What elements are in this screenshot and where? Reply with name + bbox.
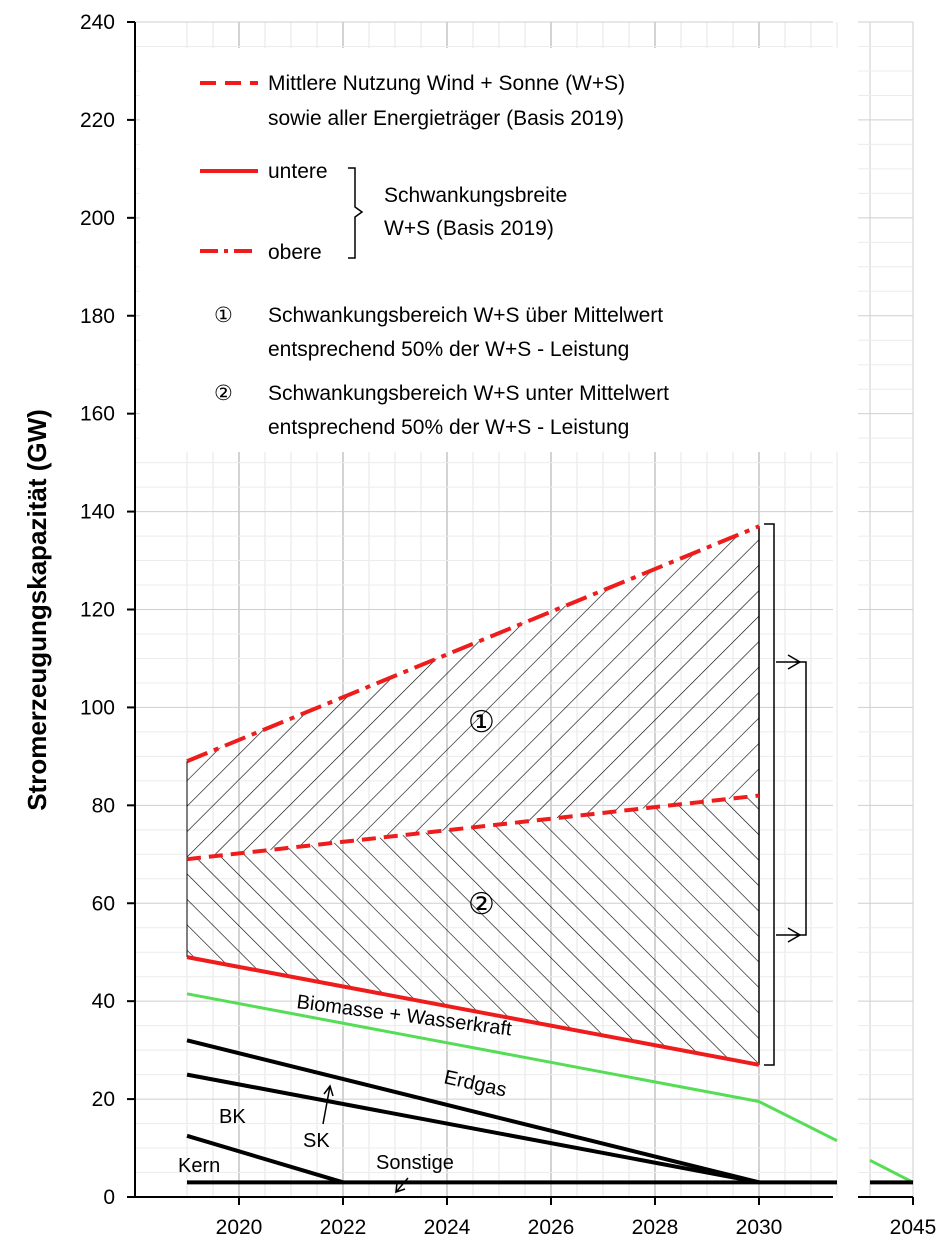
sk-pointer-arrow (322, 1084, 334, 1125)
y-tick-label: 0 (103, 1186, 115, 1209)
y-tick-label: 80 (92, 794, 115, 817)
bracket-small (795, 661, 807, 936)
y-tick-label: 20 (92, 1088, 115, 1111)
y-tick-label: 160 (80, 403, 115, 426)
series-line-bk (186, 1133, 344, 1185)
legend-region2-line1: Schwankungsbereich W+S unter Mittelwert (268, 382, 669, 405)
legend-region1-line1: Schwankungsbereich W+S über Mittelwert (268, 304, 663, 327)
kern-label: Kern (178, 1155, 220, 1177)
bracket-large (764, 523, 775, 1066)
sonstige-label: Sonstige (376, 1152, 454, 1174)
legend-region1-line2: entsprechend 50% der W+S - Leistung (268, 338, 629, 361)
series-line-biomasse-wasserkraft (186, 992, 838, 1143)
legend-lower-label: untere (268, 160, 328, 183)
legend-upper-label: obere (268, 241, 322, 264)
series-line-erdgas (186, 1038, 760, 1185)
y-tick-label: 40 (92, 990, 115, 1013)
hatched-region-below-mean (187, 795, 759, 1065)
series-line-lower (186, 955, 760, 1067)
y-tick-label: 220 (80, 109, 115, 132)
series-line-mean (186, 793, 760, 862)
legend: Mittlere Nutzung Wind + Sonne (W+S) sowi… (200, 72, 669, 439)
legend-band-line2: W+S (Basis 2019) (384, 217, 554, 240)
legend-region1-marker: ① (214, 304, 233, 327)
region1-marker: ① (468, 705, 495, 740)
legend-region2-line2: entsprechend 50% der W+S - Leistung (268, 416, 629, 439)
series-line-biomasse-wasserkraft-tail (869, 1158, 914, 1184)
bk-label: BK (219, 1106, 246, 1128)
y-tick-label: 180 (80, 305, 115, 328)
legend-mean-line1: Mittlere Nutzung Wind + Sonne (W+S) (268, 72, 625, 95)
bracket-arrow-lower (776, 927, 802, 943)
series-line-upper (186, 524, 760, 764)
hatched-region-above-mean (187, 526, 759, 860)
y-axis-label: Stromerzeugungskapazität (GW) (22, 409, 52, 811)
series-lines (186, 524, 914, 1185)
sonstige-pointer-arrow (395, 1177, 409, 1194)
sk-label: SK (303, 1130, 330, 1152)
y-tick-label: 60 (92, 892, 115, 915)
bracket-arrow-upper (776, 654, 802, 670)
y-tick-label: 200 (80, 207, 115, 230)
x-tick-label: 2028 (632, 1216, 679, 1239)
y-tick-labels: 0 20 40 60 80 100 120 140 160 180 200 220 240 (80, 11, 135, 1209)
legend-region2-marker: ② (214, 382, 233, 405)
x-tick-labels: 2020 2022 2024 2026 2028 2030 2045 (216, 1197, 937, 1239)
x-tick-label: 2024 (424, 1216, 471, 1239)
x-tick-label: 2045 (890, 1216, 937, 1239)
y-tick-label: 100 (80, 696, 115, 719)
y-tick-label: 120 (80, 599, 115, 622)
legend-band-line1: Schwankungsbreite (384, 184, 567, 207)
x-tick-label: 2022 (320, 1216, 367, 1239)
legend-background (140, 48, 840, 452)
legend-mean-line2: sowie aller Energieträger (Basis 2019) (268, 107, 624, 130)
series-line-sk (186, 1072, 760, 1185)
y-tick-label: 140 (80, 501, 115, 524)
legend-brace (348, 167, 364, 259)
y-tick-label: 240 (80, 11, 115, 34)
x-tick-label: 2020 (216, 1216, 263, 1239)
range-brackets (764, 523, 807, 1066)
region2-marker: ② (468, 887, 495, 922)
x-tick-label: 2030 (736, 1216, 783, 1239)
x-tick-label: 2026 (528, 1216, 575, 1239)
